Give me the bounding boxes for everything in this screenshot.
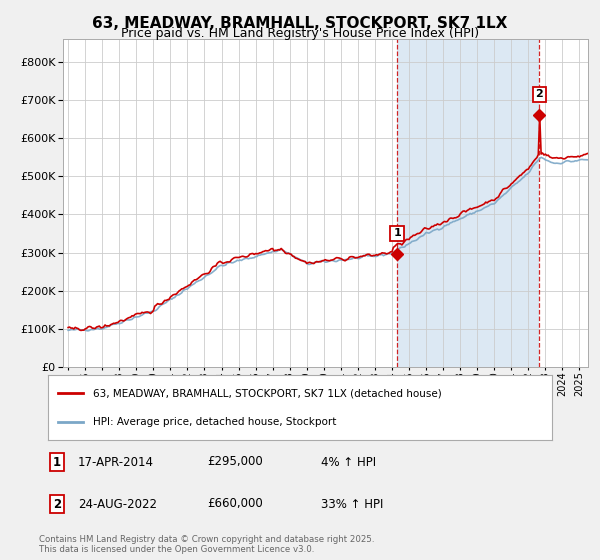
Text: 4% ↑ HPI: 4% ↑ HPI xyxy=(321,455,376,469)
Text: 33% ↑ HPI: 33% ↑ HPI xyxy=(321,497,383,511)
Text: £295,000: £295,000 xyxy=(207,455,263,469)
Text: 63, MEADWAY, BRAMHALL, STOCKPORT, SK7 1LX (detached house): 63, MEADWAY, BRAMHALL, STOCKPORT, SK7 1L… xyxy=(94,388,442,398)
Text: 1: 1 xyxy=(53,455,61,469)
Text: 2: 2 xyxy=(53,497,61,511)
Text: 2: 2 xyxy=(536,90,543,100)
Text: 17-APR-2014: 17-APR-2014 xyxy=(78,455,154,469)
Text: Contains HM Land Registry data © Crown copyright and database right 2025.
This d: Contains HM Land Registry data © Crown c… xyxy=(39,535,374,554)
Text: HPI: Average price, detached house, Stockport: HPI: Average price, detached house, Stoc… xyxy=(94,417,337,427)
Text: Price paid vs. HM Land Registry's House Price Index (HPI): Price paid vs. HM Land Registry's House … xyxy=(121,27,479,40)
Bar xyxy=(397,39,539,367)
Text: 24-AUG-2022: 24-AUG-2022 xyxy=(78,497,157,511)
Text: 1: 1 xyxy=(393,228,401,239)
Text: £660,000: £660,000 xyxy=(207,497,263,511)
Text: 63, MEADWAY, BRAMHALL, STOCKPORT, SK7 1LX: 63, MEADWAY, BRAMHALL, STOCKPORT, SK7 1L… xyxy=(92,16,508,31)
